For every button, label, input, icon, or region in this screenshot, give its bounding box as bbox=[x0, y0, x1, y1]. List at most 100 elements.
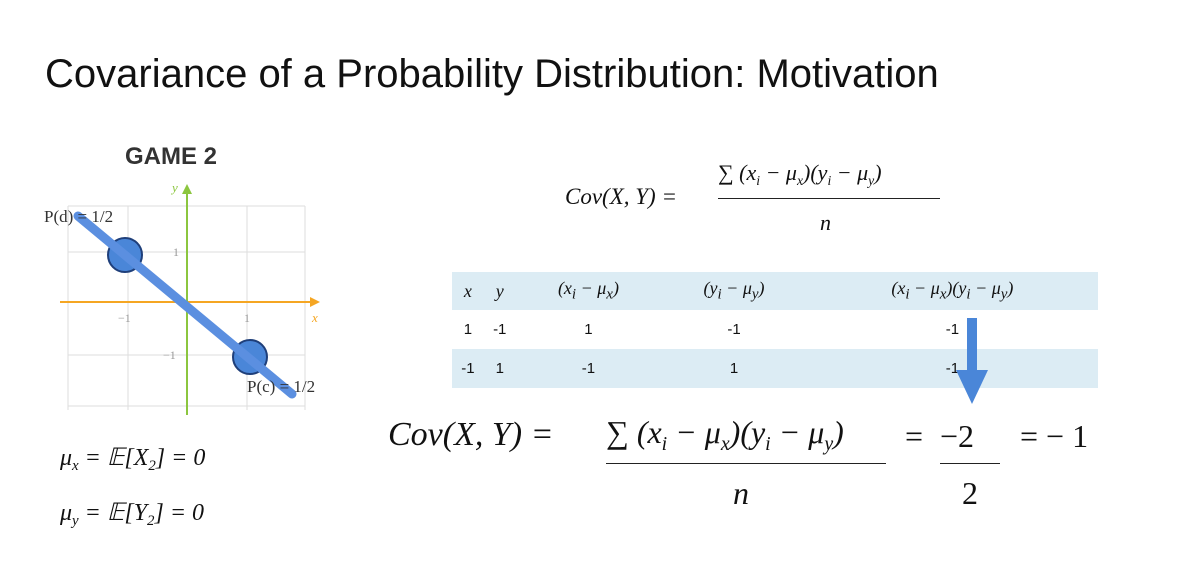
formula-denominator: n bbox=[733, 475, 749, 511]
table-cell: -1 bbox=[461, 360, 475, 377]
x-arrow bbox=[310, 297, 320, 307]
column-header: x bbox=[452, 272, 484, 310]
math-text: (y bbox=[703, 278, 718, 299]
subscript: 2 bbox=[148, 458, 156, 475]
math-text: ) bbox=[874, 160, 882, 185]
table-cell: -1 bbox=[727, 321, 741, 338]
math-text: − μ bbox=[831, 160, 869, 185]
subscript: i bbox=[661, 432, 668, 455]
subscript: y bbox=[868, 172, 875, 188]
formula-lhs: Cov(X, Y) = bbox=[388, 416, 554, 453]
result-denominator: 2 bbox=[962, 475, 978, 511]
result: = − 1 bbox=[1020, 418, 1089, 454]
formula-lhs: Cov(X, Y) = bbox=[565, 184, 677, 209]
subscript: i bbox=[827, 172, 832, 188]
math-text: ) bbox=[833, 414, 844, 450]
table-row: -1 1 -1 1 -1 bbox=[452, 349, 1098, 388]
math-text: y bbox=[495, 280, 504, 301]
column-header: (xi − μx) bbox=[516, 272, 662, 310]
mean-x: μx = 𝔼[X2] = 0 bbox=[60, 443, 205, 475]
subscript: i bbox=[966, 286, 971, 303]
table-cell: 1 bbox=[495, 360, 504, 377]
subscript: i bbox=[765, 432, 771, 455]
column-header: (xi − μx)(yi − μy) bbox=[807, 272, 1098, 310]
subscript: i bbox=[717, 286, 722, 303]
subscript: 2 bbox=[147, 513, 155, 530]
y-tick-label: −1 bbox=[163, 348, 176, 362]
formula-numerator: ∑ (xi − μx)(yi − μy) bbox=[606, 414, 844, 456]
math-text: )(y bbox=[803, 160, 828, 185]
fraction-bar bbox=[940, 463, 1000, 464]
table-cell: 1 bbox=[463, 321, 473, 338]
formula-numerator: ∑ (xi − μx)(yi − μy) bbox=[718, 160, 882, 189]
subscript: i bbox=[756, 172, 761, 188]
math-text: (x bbox=[557, 278, 572, 299]
table-body: 1 -1 1 -1 -1 -1 1 -1 1 -1 bbox=[452, 310, 1098, 388]
subscript: x bbox=[720, 432, 730, 455]
subscript: i bbox=[905, 286, 910, 303]
table-cell: 1 bbox=[729, 360, 739, 377]
x-tick-label: 1 bbox=[244, 311, 250, 325]
y-tick-label: 1 bbox=[173, 245, 179, 259]
math-text: ] = 0 bbox=[155, 445, 206, 471]
table-cell: 1 bbox=[584, 321, 593, 338]
table-cell: -1 bbox=[945, 360, 960, 377]
column-header: (yi − μy) bbox=[661, 272, 807, 310]
trend-line bbox=[73, 211, 297, 399]
math-text: − μ bbox=[760, 160, 797, 185]
math-text: − μ bbox=[667, 414, 721, 450]
math-text: − μ bbox=[970, 278, 1001, 299]
subscript: x bbox=[606, 286, 613, 303]
x-tick-label: −1 bbox=[118, 311, 131, 325]
formula-denominator: n bbox=[820, 210, 831, 235]
slide-title: Covariance of a Probability Distribution… bbox=[45, 52, 939, 96]
math-text: ) bbox=[758, 278, 765, 299]
game-label: GAME 2 bbox=[125, 143, 218, 170]
subscript: y bbox=[72, 513, 79, 530]
math-text: − μ bbox=[721, 278, 752, 299]
fraction-bar bbox=[718, 198, 940, 199]
subscript: y bbox=[1000, 286, 1008, 303]
math-text: μ bbox=[60, 445, 73, 471]
y-arrow bbox=[182, 184, 192, 194]
math-text: )(y bbox=[946, 278, 967, 299]
math-text: = 𝔼[X bbox=[78, 445, 149, 471]
axis-label-y: y bbox=[170, 180, 178, 195]
math-text: x bbox=[463, 280, 472, 301]
game-plot: x y −1 1 1 −1 P(d) = 1/2 P(c) = 1/2 bbox=[44, 180, 320, 415]
table-row: 1 -1 1 -1 -1 bbox=[452, 310, 1098, 349]
table-cell: -1 bbox=[581, 360, 596, 377]
math-text: (x bbox=[891, 278, 906, 299]
math-text: μ bbox=[60, 500, 73, 526]
subscript: y bbox=[751, 286, 759, 303]
table-cell: -1 bbox=[493, 321, 507, 338]
subscript: y bbox=[824, 432, 834, 455]
math-text: ) bbox=[1007, 278, 1014, 299]
point-label: P(c) = 1/2 bbox=[247, 377, 315, 396]
data-table: x y (xi − μx) (yi − μy) (xi − μx)(yi − μy) 1… bbox=[452, 272, 1098, 388]
subscript: x bbox=[796, 172, 804, 188]
down-arrow bbox=[956, 318, 988, 404]
math-text: )(y bbox=[729, 414, 766, 450]
mean-y: μy = 𝔼[Y2] = 0 bbox=[60, 498, 204, 530]
subscript: x bbox=[72, 458, 79, 475]
subscript: i bbox=[571, 286, 577, 303]
table-header: x y (xi − μx) (yi − μy) (xi − μx)(yi − μy) bbox=[452, 272, 1098, 310]
math-text: = 𝔼[Y bbox=[78, 500, 148, 526]
subscript: x bbox=[939, 286, 947, 303]
math-text: − μ bbox=[576, 278, 607, 299]
math-text: − μ bbox=[770, 414, 825, 450]
math-text: ) bbox=[612, 278, 619, 299]
axis-label-x: x bbox=[311, 310, 318, 325]
equals: = bbox=[905, 418, 924, 454]
math-text: ∑ (x bbox=[718, 160, 757, 185]
fraction-bar bbox=[606, 463, 886, 464]
table-cell: -1 bbox=[945, 321, 960, 338]
math-text: ] = 0 bbox=[154, 500, 205, 526]
math-text: − μ bbox=[909, 278, 940, 299]
point-label: P(d) = 1/2 bbox=[44, 207, 113, 226]
column-header: y bbox=[484, 272, 516, 310]
math-text: ∑ (x bbox=[606, 414, 662, 450]
result-numerator: −2 bbox=[940, 418, 975, 454]
